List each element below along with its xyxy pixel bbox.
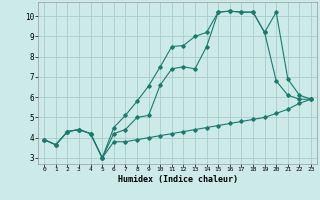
X-axis label: Humidex (Indice chaleur): Humidex (Indice chaleur): [118, 175, 238, 184]
